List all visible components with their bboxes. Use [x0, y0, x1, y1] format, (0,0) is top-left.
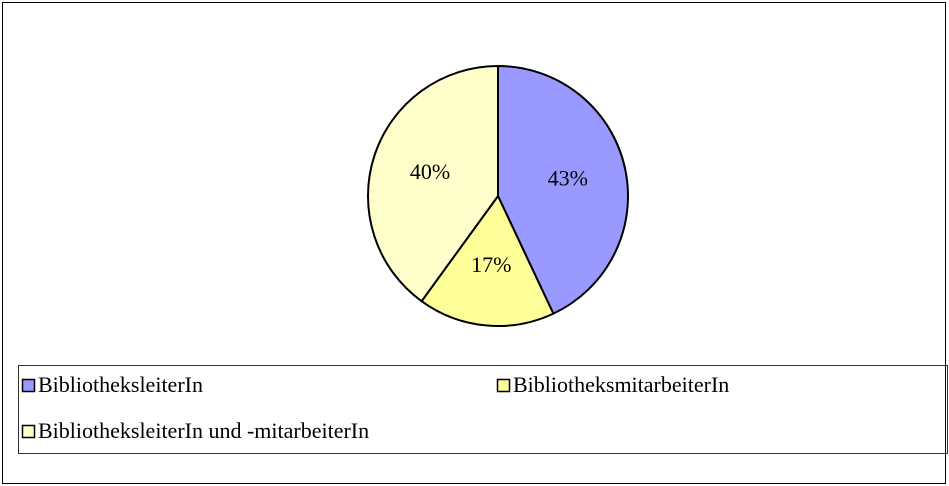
- pie-slice: [497, 64, 629, 315]
- data-label: 17%: [471, 252, 511, 277]
- pie-slice: [367, 64, 499, 303]
- data-label: 43%: [548, 165, 588, 190]
- data-label: 40%: [410, 159, 450, 184]
- legend-label: BibliotheksmitarbeiterIn: [513, 372, 729, 397]
- legend-swatch: [21, 378, 36, 393]
- legend-swatch: [21, 424, 36, 439]
- legend-swatch: [496, 378, 511, 393]
- pie-slice: [420, 194, 555, 327]
- legend-label: BibliotheksleiterIn und -mitarbeiterIn: [38, 418, 369, 443]
- legend-label: BibliotheksleiterIn: [38, 372, 203, 397]
- legend-box: [18, 365, 948, 454]
